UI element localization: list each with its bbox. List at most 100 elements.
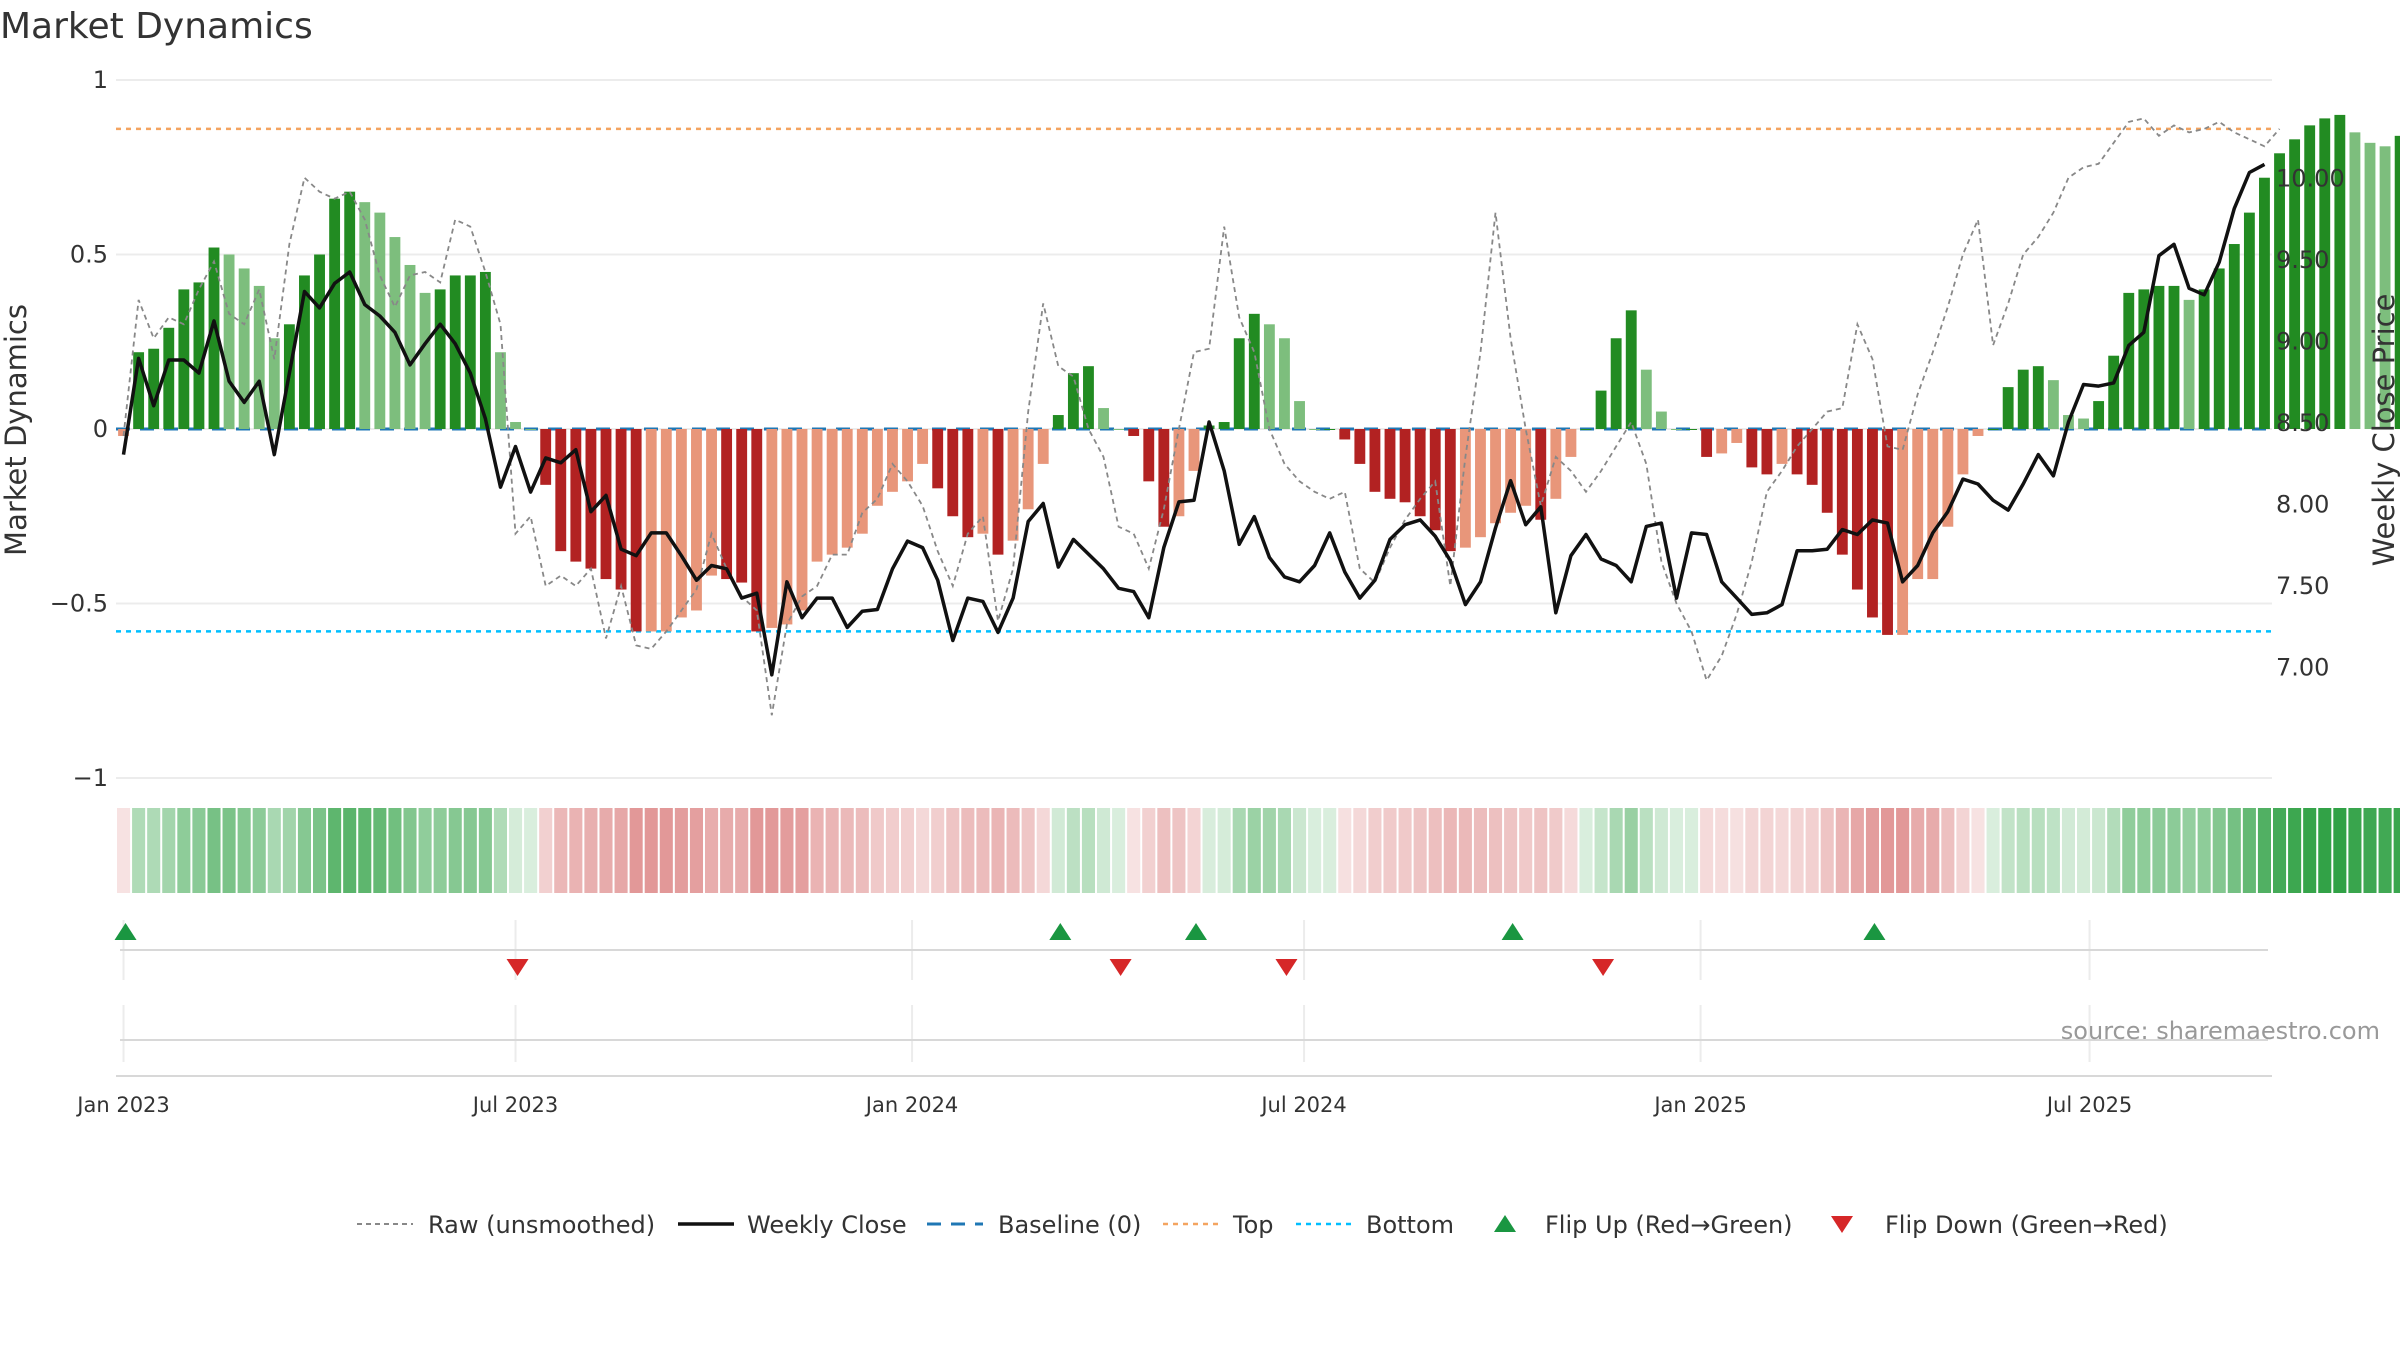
dynamics-bar: [615, 429, 627, 590]
heat-cell: [1609, 808, 1623, 893]
dynamics-bar: [1188, 429, 1200, 471]
dynamics-bar: [1716, 429, 1728, 454]
heat-cell: [1715, 808, 1729, 893]
heat-cell: [795, 808, 809, 893]
dynamics-bar: [1098, 408, 1109, 429]
heat-cell: [644, 808, 658, 893]
dynamics-bar: [1143, 429, 1155, 482]
dynamics-bar: [645, 429, 657, 632]
heat-cell: [1941, 808, 1955, 893]
dynamics-bar: [721, 429, 733, 580]
heat-cell: [463, 808, 477, 893]
heat-cell: [2137, 808, 2151, 893]
heat-cell: [2318, 808, 2332, 893]
x-tick-label: Jul 2023: [471, 1093, 558, 1117]
dynamics-bar: [1897, 429, 1909, 635]
heat-cell: [1881, 808, 1895, 893]
dynamics-bar: [1625, 310, 1637, 429]
heat-cell: [1685, 808, 1699, 893]
dynamics-bar: [691, 429, 702, 611]
heat-cell: [147, 808, 161, 893]
dynamics-bar: [706, 429, 717, 576]
heat-cell: [433, 808, 447, 893]
y2-tick-label: 9.50: [2276, 246, 2329, 274]
heat-cell: [2303, 808, 2317, 893]
dynamics-bar: [2394, 135, 2400, 429]
heat-cell: [358, 808, 372, 893]
dynamics-bar: [419, 292, 431, 429]
heat-cell: [1865, 808, 1879, 893]
dynamics-bar: [1324, 429, 1336, 430]
heat-cell: [1157, 808, 1171, 893]
dynamics-bar: [1414, 429, 1426, 517]
dynamics-bar: [585, 429, 597, 569]
legend-swatch: [1494, 1215, 1516, 1232]
dynamics-bar: [2213, 268, 2225, 429]
y2-tick-label: 7.00: [2276, 654, 2329, 682]
dynamics-bar: [2123, 292, 2135, 429]
dynamics-bar: [871, 429, 883, 506]
dynamics-bar: [359, 202, 371, 429]
heat-cell: [1835, 808, 1849, 893]
dynamics-bar: [268, 338, 280, 429]
dynamics-bar: [1309, 429, 1321, 430]
heat-cell: [1639, 808, 1653, 893]
y-tick-label: −0.5: [50, 590, 108, 618]
dynamics-bar: [932, 429, 944, 489]
heat-cell: [1353, 808, 1367, 893]
heat-cell: [1368, 808, 1382, 893]
heat-cell: [2212, 808, 2226, 893]
dynamics-bar: [1836, 429, 1848, 555]
heat-cell: [1081, 808, 1095, 893]
heat-cell: [1051, 808, 1065, 893]
dynamics-bar: [2047, 380, 2059, 429]
dynamics-bar: [2183, 299, 2195, 429]
heat-cell: [2197, 808, 2211, 893]
heat-cell: [1097, 808, 1111, 893]
heat-cell: [1986, 808, 2000, 893]
heat-cell: [282, 808, 296, 893]
flip-down-marker: [1109, 959, 1132, 976]
heat-cell: [1534, 808, 1548, 893]
dynamics-bar: [1791, 429, 1803, 475]
dynamics-bar: [1595, 390, 1607, 429]
heat-cell: [1654, 808, 1668, 893]
dynamics-bar: [2198, 289, 2210, 429]
heat-cell: [313, 808, 327, 893]
heat-cell: [1956, 808, 1970, 893]
flip-up-marker: [1863, 923, 1886, 940]
dynamics-bar: [1444, 429, 1456, 552]
legend-label: Raw (unsmoothed): [428, 1211, 655, 1239]
dynamics-bar: [1459, 429, 1471, 548]
dynamics-bar: [992, 429, 1004, 555]
heat-cell: [1971, 808, 1985, 893]
dynamics-bar: [1248, 313, 1260, 429]
y2-tick-label: 8.00: [2276, 491, 2329, 519]
heat-cell: [2001, 808, 2015, 893]
heat-cell: [1066, 808, 1080, 893]
heat-cell: [117, 808, 131, 893]
dynamics-bar: [1972, 429, 1984, 436]
dynamics-bar: [1037, 429, 1049, 464]
heat-cell: [1519, 808, 1533, 893]
dynamics-bar: [1701, 429, 1713, 457]
dynamics-bar: [1233, 338, 1245, 429]
heat-cell: [1926, 808, 1940, 893]
dynamics-bar: [1007, 429, 1019, 541]
dynamics-bar: [1942, 429, 1954, 527]
dynamics-bar: [2243, 212, 2255, 429]
dynamics-bar: [1158, 429, 1170, 527]
dynamics-bar: [1475, 429, 1486, 538]
legend-label: Baseline (0): [998, 1211, 1141, 1239]
heat-cell: [659, 808, 673, 893]
y-tick-label: 0: [93, 415, 108, 443]
heat-cell: [1217, 808, 1231, 893]
heat-cell: [1277, 808, 1291, 893]
heat-strip: [117, 808, 2400, 893]
heat-cell: [2167, 808, 2181, 893]
close-line: [121, 162, 2266, 677]
dynamics-bar: [1806, 429, 1818, 485]
flip-up-marker: [1049, 923, 1072, 940]
dynamics-bar: [1339, 429, 1351, 440]
dynamics-bar: [1957, 429, 1969, 475]
